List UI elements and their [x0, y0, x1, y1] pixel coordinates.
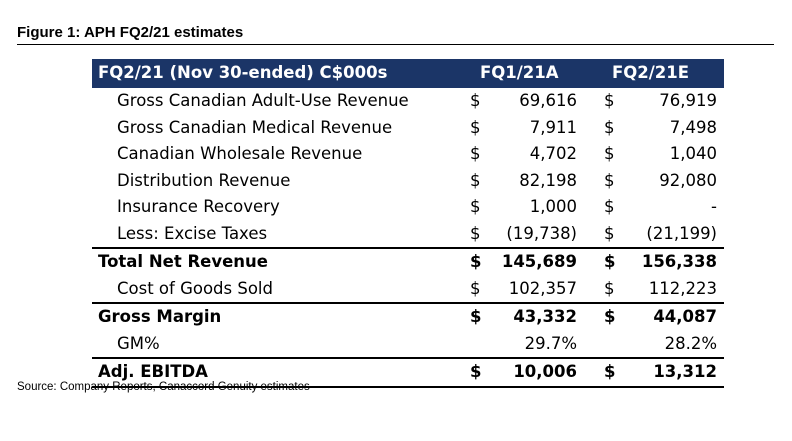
header-fq1: FQ1/21A [480, 63, 559, 82]
row-dollar-1: $ [470, 117, 481, 137]
row-value-1: 10,006 [513, 362, 577, 381]
row-label: Less: Excise Taxes [117, 223, 268, 243]
row-dollar-1: $ [470, 307, 482, 326]
table-row: Insurance Recovery $ 1,000 $ - [92, 194, 724, 221]
row-dollar-2: $ [604, 170, 615, 190]
row-label: Cost of Goods Sold [117, 278, 273, 298]
estimates-table: FQ2/21 (Nov 30-ended) C$000s FQ1/21A FQ2… [92, 59, 724, 388]
row-dollar-1: $ [470, 223, 481, 243]
row-value-1: 82,198 [519, 170, 577, 190]
row-value-1: 43,332 [513, 307, 577, 326]
row-dollar-1: $ [470, 252, 482, 271]
row-value-1: 102,357 [508, 278, 577, 298]
row-value-1: 29.7% [524, 333, 577, 353]
row-dollar-2: $ [604, 278, 615, 298]
row-value-2: 28.2% [664, 333, 717, 353]
table-row: Canadian Wholesale Revenue $ 4,702 $ 1,0… [92, 141, 724, 168]
row-value-2: 7,498 [669, 117, 717, 137]
table-row: Cost of Goods Sold $ 102,357 $ 112,223 [92, 276, 724, 303]
row-value-2: 13,312 [653, 362, 717, 381]
table-row: Less: Excise Taxes $ (19,738) $ (21,199) [92, 221, 724, 248]
table-row: Gross Canadian Adult-Use Revenue $ 69,61… [92, 88, 724, 115]
row-label: Distribution Revenue [117, 170, 291, 190]
row-dollar-1: $ [470, 170, 481, 190]
row-value-2: 44,087 [653, 307, 717, 326]
row-label: GM% [117, 333, 160, 353]
row-value-1: (19,738) [506, 223, 577, 243]
row-label: Total Net Revenue [98, 252, 268, 271]
row-dollar-2: $ [604, 197, 615, 216]
row-value-2: (21,199) [646, 223, 717, 243]
row-value-1: 4,702 [529, 144, 577, 163]
row-label: Gross Canadian Adult-Use Revenue [117, 91, 409, 110]
row-dollar-2: $ [604, 223, 615, 243]
row-label: Insurance Recovery [117, 197, 280, 216]
table-header: FQ2/21 (Nov 30-ended) C$000s FQ1/21A FQ2… [92, 59, 724, 88]
figure-title: Figure 1: APH FQ2/21 estimates [17, 24, 244, 41]
row-label: Gross Canadian Medical Revenue [117, 117, 393, 137]
row-value-2: 92,080 [659, 170, 717, 190]
row-dollar-2: $ [604, 117, 615, 137]
gross-margin-row: Gross Margin $ 43,332 $ 44,087 [92, 302, 724, 331]
header-fq2: FQ2/21E [612, 63, 690, 82]
row-value-2: 112,223 [648, 278, 717, 298]
table-row: GM% 29.7% 28.2% [92, 331, 724, 358]
row-value-2: 76,919 [659, 91, 717, 110]
row-dollar-2: $ [604, 307, 616, 326]
row-label: Adj. EBITDA [98, 362, 208, 381]
table-row: Gross Canadian Medical Revenue $ 7,911 $… [92, 115, 724, 142]
row-value-1: 69,616 [519, 91, 577, 110]
table-row: Distribution Revenue $ 82,198 $ 92,080 [92, 168, 724, 195]
row-dollar-2: $ [604, 362, 616, 381]
row-label: Gross Margin [98, 307, 222, 326]
row-dollar-1: $ [470, 362, 482, 381]
row-value-2: 156,338 [641, 252, 717, 271]
row-dollar-2: $ [604, 252, 616, 271]
row-dollar-1: $ [470, 197, 481, 216]
row-value-1: 145,689 [501, 252, 577, 271]
total-net-revenue-row: Total Net Revenue $ 145,689 $ 156,338 [92, 247, 724, 276]
row-dollar-1: $ [470, 91, 481, 110]
source-note: Source: Company Reports, Canaccord Genui… [17, 381, 310, 393]
row-value-1: 7,911 [529, 117, 577, 137]
row-value-2: 1,040 [669, 144, 717, 163]
header-label: FQ2/21 (Nov 30-ended) C$000s [98, 63, 388, 82]
row-dollar-2: $ [604, 91, 615, 110]
row-dollar-2: $ [604, 144, 615, 163]
adj-ebitda-row: Adj. EBITDA $ 10,006 $ 13,312 [92, 357, 724, 388]
row-dollar-1: $ [470, 144, 481, 163]
title-rule [17, 44, 774, 45]
row-label: Canadian Wholesale Revenue [117, 144, 363, 163]
row-dollar-1: $ [470, 278, 481, 298]
row-value-2: - [711, 197, 717, 216]
row-value-1: 1,000 [529, 197, 577, 216]
